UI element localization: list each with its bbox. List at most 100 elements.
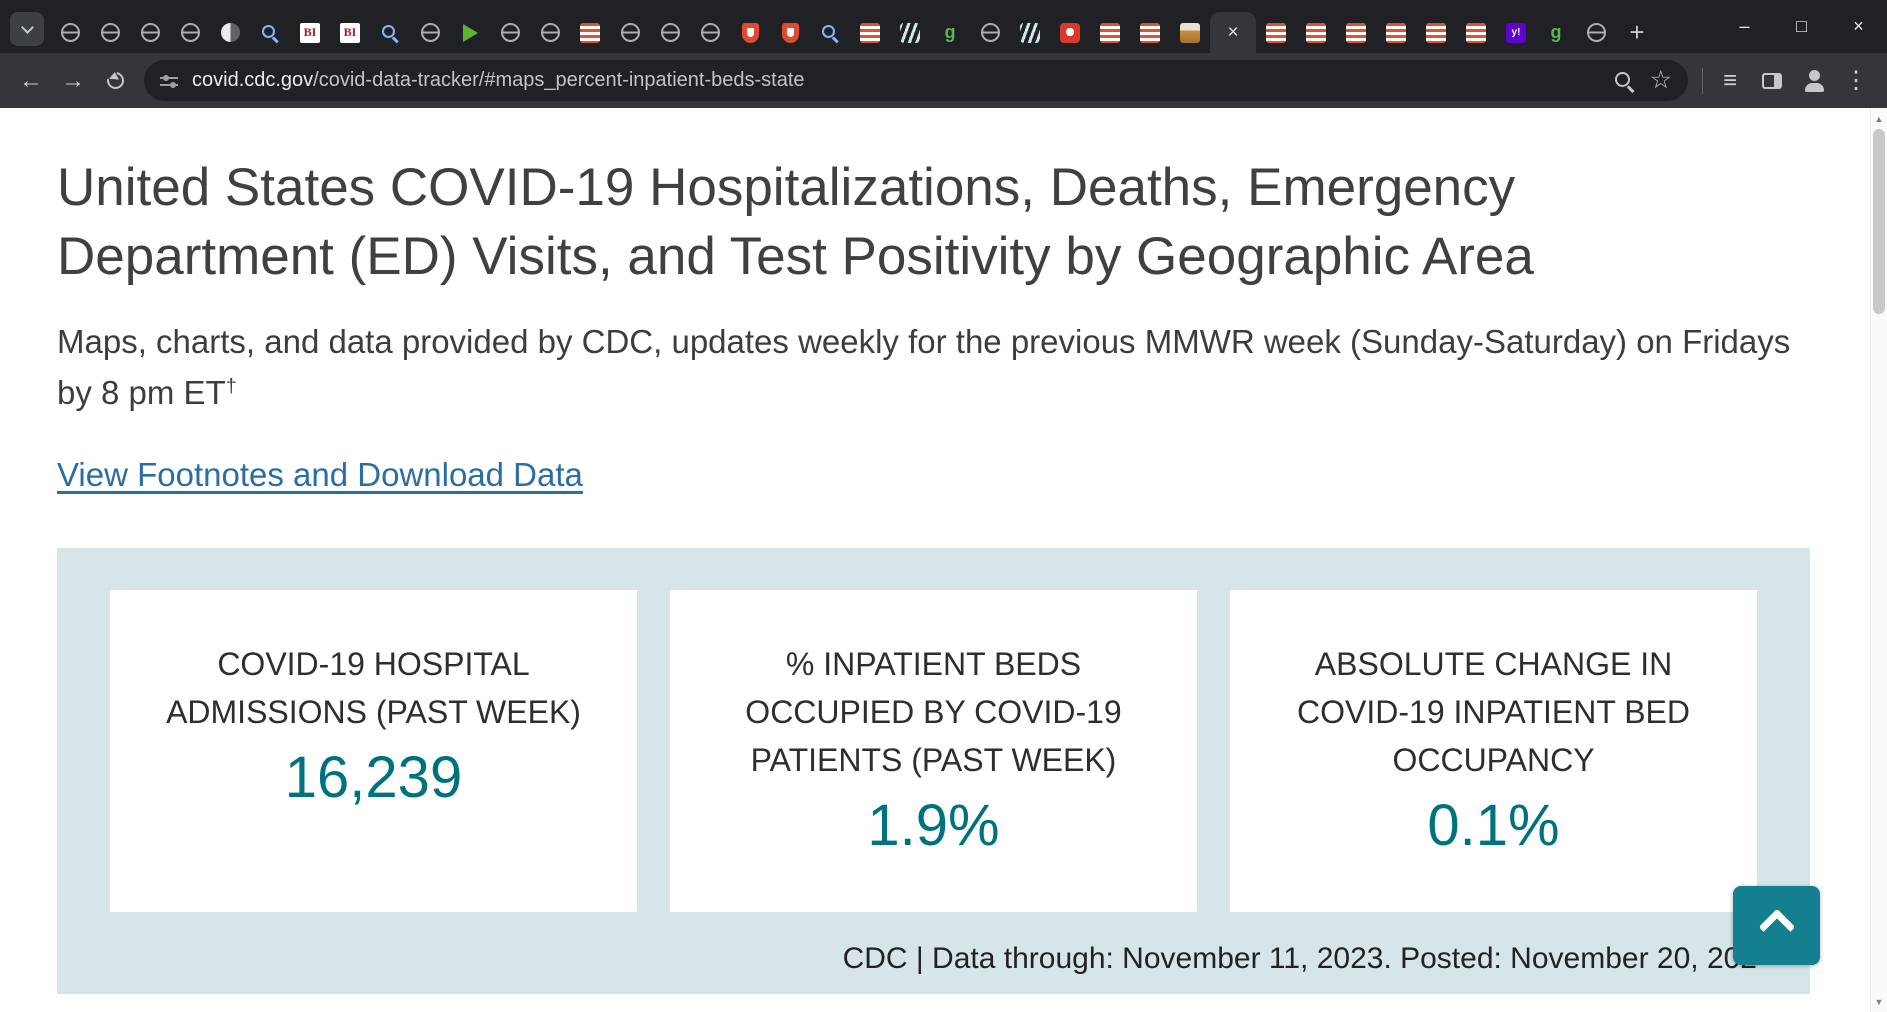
search-favicon [260,23,280,43]
pinned-tab-stripes[interactable] [570,12,610,53]
pinned-tab-stripes[interactable] [1090,12,1130,53]
g-favicon: g [944,22,956,42]
pinned-tab-globe[interactable] [650,12,690,53]
close-button[interactable]: × [1853,16,1864,36]
pinned-tab-stripes[interactable] [1296,12,1336,53]
active-tab[interactable]: × [1210,12,1256,53]
pinned-tab-search[interactable] [250,12,290,53]
view-footnotes-link[interactable]: View Footnotes and Download Data [57,456,583,494]
pinned-tab-globe[interactable] [130,12,170,53]
pinned-tab-globe[interactable] [610,12,650,53]
pinned-tab-search[interactable] [810,12,850,53]
stat-cards: COVID-19 HOSPITAL ADMISSIONS (PAST WEEK)… [110,590,1757,913]
globe-favicon [420,23,440,42]
search-favicon [380,23,400,43]
pinned-tab-shield[interactable] [770,12,810,53]
pinned-tab-globe[interactable] [410,12,450,53]
maximize-button[interactable]: □ [1796,16,1807,36]
globe-favicon [100,23,120,42]
claw-favicon [900,22,920,43]
bi-favicon: BI [300,22,320,43]
pinned-tab-globe[interactable] [690,12,730,53]
pinned-tab-yahoo[interactable]: y! [1496,12,1536,53]
pinned-tab-shield[interactable] [730,12,770,53]
page-subtitle: Maps, charts, and data provided by CDC, … [57,316,1832,418]
pinned-tab-bi[interactable]: BI [330,12,370,53]
pinned-tab-search[interactable] [370,12,410,53]
stat-card-label: COVID-19 HOSPITAL ADMISSIONS (PAST WEEK) [166,646,581,731]
stat-card-label: ABSOLUTE CHANGE IN COVID-19 INPATIENT BE… [1297,646,1690,779]
browser-toolbar: ← → covid.cdc.gov/covid-data-tracker/#ma… [0,53,1887,108]
address-bar[interactable]: covid.cdc.gov/covid-data-tracker/#maps_p… [144,60,1688,101]
zoom-icon[interactable] [1612,69,1636,93]
pinned-tab-photo[interactable] [1170,12,1210,53]
pinned-tab-claw[interactable] [1010,12,1050,53]
stripes-favicon [580,22,600,43]
stripes-favicon [1386,22,1406,43]
stat-card: % INPATIENT BEDS OCCUPIED BY COVID-19 PA… [670,590,1197,913]
back-button[interactable]: ← [19,66,43,94]
tab-close-icon[interactable]: × [1227,22,1239,43]
pinned-tab-g[interactable]: g [1536,12,1576,53]
globe-favicon [180,23,200,42]
pinned-tab-claw[interactable] [890,12,930,53]
scrollbar-down-arrow[interactable]: ▼ [1874,996,1884,1007]
pinned-tab-globe[interactable] [170,12,210,53]
url-path: /covid-data-tracker/#maps_percent-inpati… [313,69,805,91]
stripes-favicon [1306,22,1326,43]
menu-button[interactable]: ⋮ [1844,67,1868,94]
pinned-tab-stripes[interactable] [1456,12,1496,53]
pinned-tab-play[interactable] [450,12,490,53]
reload-button[interactable] [94,60,136,102]
stripes-favicon [1266,22,1286,43]
pinned-tab-half[interactable] [210,12,250,53]
stat-card: ABSOLUTE CHANGE IN COVID-19 INPATIENT BE… [1230,590,1757,913]
pinned-tab-globe[interactable] [90,12,130,53]
globe-favicon [700,23,720,42]
pinned-tab-badge[interactable] [1050,12,1090,53]
stripes-favicon [1346,22,1366,43]
pinned-tab-globe[interactable] [490,12,530,53]
side-panel-button[interactable] [1751,60,1793,102]
pinned-tab-stripes[interactable] [850,12,890,53]
pinned-tab-g[interactable]: g [930,12,970,53]
side-panel-icon [1762,72,1782,89]
minimize-button[interactable]: – [1739,16,1750,36]
tab-search-button[interactable] [10,12,44,46]
stat-panel: COVID-19 HOSPITAL ADMISSIONS (PAST WEEK)… [57,548,1810,995]
reload-icon [103,68,127,93]
pinned-tab-stripes[interactable] [1256,12,1296,53]
scrollbar-thumb[interactable] [1873,129,1885,314]
globe-favicon [1586,23,1606,42]
media-controls-button[interactable]: ≡ [1722,66,1737,94]
pinned-tab-globe[interactable] [530,12,570,53]
site-settings-icon[interactable] [160,74,178,88]
globe-favicon [620,23,640,42]
window-controls: – □ × [1716,0,1887,53]
pinned-tab-stripes[interactable] [1336,12,1376,53]
pinned-tab-stripes[interactable] [1376,12,1416,53]
pinned-tab-stripes[interactable] [1416,12,1456,53]
subtitle-text: Maps, charts, and data provided by CDC, … [57,322,1791,411]
photo-favicon [1180,22,1200,43]
search-favicon [820,23,840,43]
scrollbar-up-arrow[interactable]: ▲ [1874,113,1884,124]
stat-card-value: 0.1% [1427,793,1560,859]
globe-favicon [60,23,80,42]
data-through-note: CDC | Data through: November 11, 2023. P… [842,942,1757,976]
profile-avatar[interactable] [1793,60,1835,102]
pinned-tab-globe[interactable] [1576,12,1616,53]
forward-button[interactable]: → [61,66,85,94]
browser-titlebar: BI BI g × y! g + – □ × [0,0,1887,53]
scroll-to-top-button[interactable] [1733,886,1820,965]
pinned-tab-bi[interactable]: BI [290,12,330,53]
bookmark-star-icon[interactable]: ☆ [1649,66,1672,94]
globe-favicon [980,23,1000,42]
pinned-tab-globe[interactable] [50,12,90,53]
page-scrollbar[interactable]: ▲ ▼ [1870,108,1887,1012]
bi-favicon: BI [340,22,360,43]
pinned-tab-stripes[interactable] [1130,12,1170,53]
page-viewport: United States COVID-19 Hospitalizations,… [0,108,1887,1012]
new-tab-button[interactable]: + [1629,17,1645,47]
pinned-tab-globe[interactable] [970,12,1010,53]
